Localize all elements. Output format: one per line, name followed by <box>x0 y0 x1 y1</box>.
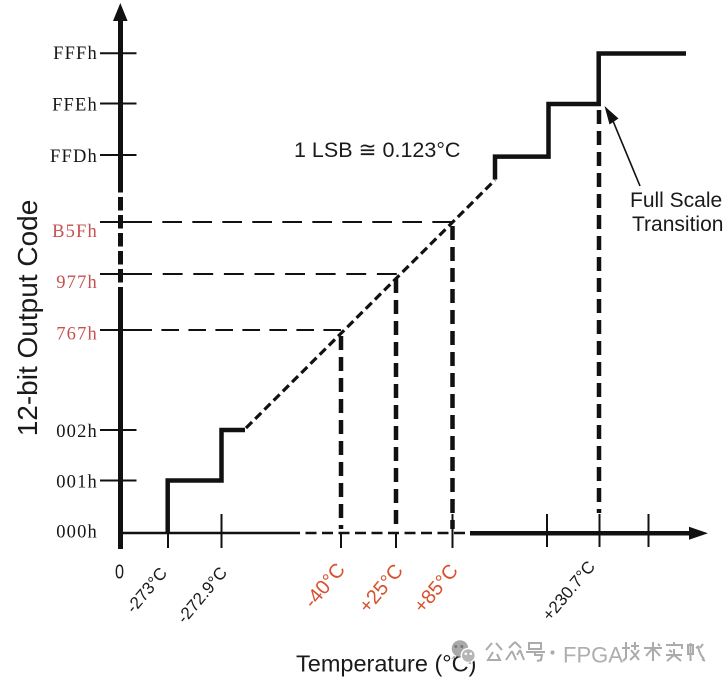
svg-text:0: 0 <box>115 562 124 584</box>
svg-text:002h: 002h <box>56 422 98 442</box>
svg-text:Temperature (°C): Temperature (°C) <box>296 651 476 677</box>
svg-text:FFDh: FFDh <box>50 147 98 167</box>
svg-text:B5Fh: B5Fh <box>52 222 98 242</box>
svg-text:1 LSB ≅ 0.123°C: 1 LSB ≅ 0.123°C <box>294 138 460 162</box>
svg-text:FFFh: FFFh <box>53 44 98 64</box>
svg-text:001h: 001h <box>56 473 98 493</box>
svg-text:Transition: Transition <box>632 213 723 236</box>
svg-text:767h: 767h <box>56 325 98 345</box>
svg-text:000h: 000h <box>56 523 98 543</box>
svg-text:FPGA: FPGA <box>563 643 623 668</box>
svg-text:12-bit Output Code: 12-bit Output Code <box>12 200 43 437</box>
svg-text:977h: 977h <box>56 273 98 293</box>
svg-text:Full Scale: Full Scale <box>630 189 722 212</box>
svg-text:FFEh: FFEh <box>52 96 98 116</box>
